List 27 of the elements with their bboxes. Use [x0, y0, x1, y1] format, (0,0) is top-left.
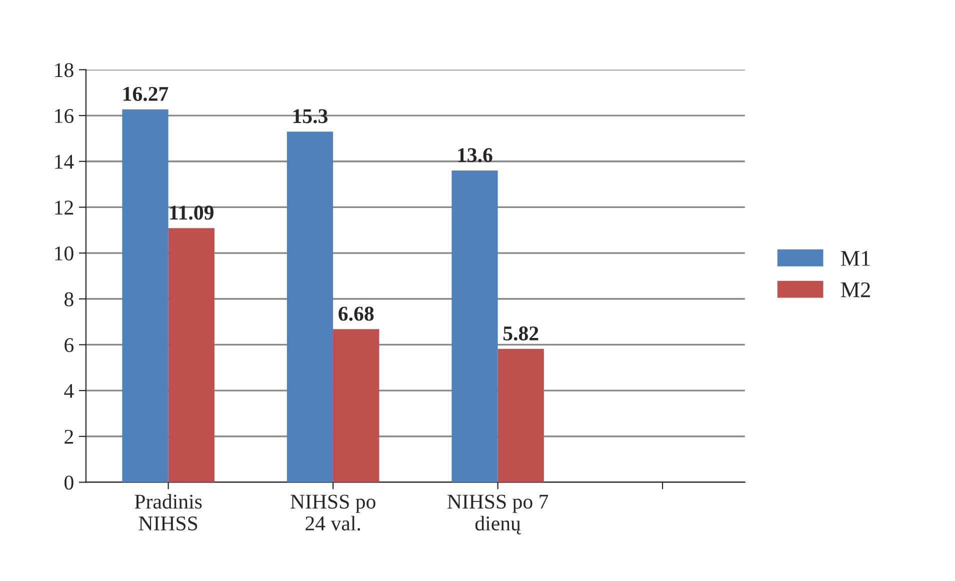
- y-tick-label: 4: [64, 384, 74, 398]
- data-label: 16.27: [123, 86, 168, 102]
- y-tick-label: 18: [55, 63, 74, 78]
- y-tick-label: 10: [55, 246, 74, 260]
- legend-label: M1: [840, 251, 870, 266]
- bar: [168, 228, 214, 482]
- bar: [286, 132, 334, 482]
- x-tick-label: NIHSS po 24 val.: [290, 494, 376, 531]
- y-tick-label: 8: [64, 292, 74, 306]
- y-tick-label: 6: [64, 338, 74, 352]
- legend-label: M2: [840, 282, 870, 298]
- y-tick-label: 2: [64, 430, 73, 444]
- bar: [333, 329, 380, 482]
- y-tick-label: 12: [55, 200, 73, 214]
- x-tick-label: Pradinis NIHSS: [134, 494, 202, 530]
- data-label: 6.68: [338, 306, 374, 321]
- y-tick-label: 16: [55, 108, 74, 123]
- bar: [452, 170, 498, 482]
- data-label: 11.09: [170, 206, 214, 220]
- y-tick-label: 0: [64, 476, 74, 490]
- y-tick-label: 14: [55, 154, 74, 169]
- bar: [122, 109, 168, 482]
- data-label: 13.6: [458, 148, 492, 162]
- bar: [498, 348, 544, 482]
- x-tick-label: NIHSS po 7 dienų: [447, 494, 548, 534]
- data-label: 5.82: [503, 326, 538, 341]
- data-label: 15.3: [293, 109, 328, 124]
